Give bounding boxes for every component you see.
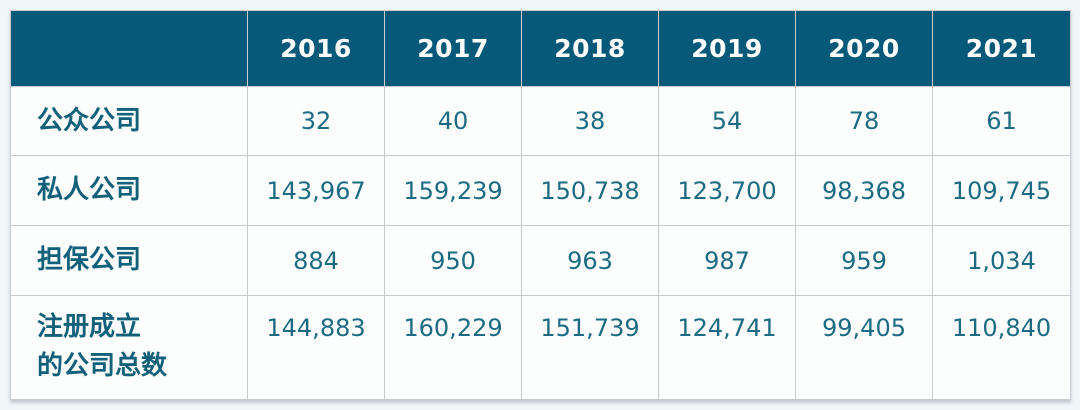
data-cell: 950 bbox=[384, 225, 522, 296]
data-cell: 150,738 bbox=[521, 155, 659, 226]
data-cell: 124,741 bbox=[658, 295, 796, 400]
data-cell: 159,239 bbox=[384, 155, 522, 226]
table-row-guarantee-companies: 担保公司 884 950 963 987 959 1,034 bbox=[10, 225, 1071, 296]
data-cell: 99,405 bbox=[795, 295, 933, 400]
year-header-2021: 2021 bbox=[932, 10, 1071, 87]
header-row: 2016 2017 2018 2019 2020 2021 bbox=[10, 10, 1071, 87]
data-cell: 1,034 bbox=[932, 225, 1071, 296]
row-label-private-companies: 私人公司 bbox=[10, 155, 248, 226]
data-cell: 110,840 bbox=[932, 295, 1071, 400]
data-cell: 160,229 bbox=[384, 295, 522, 400]
row-label-public-companies: 公众公司 bbox=[10, 86, 248, 156]
year-header-2020: 2020 bbox=[795, 10, 933, 87]
year-header-2016: 2016 bbox=[247, 10, 385, 87]
data-cell: 61 bbox=[932, 86, 1071, 156]
table-row-public-companies: 公众公司 32 40 38 54 78 61 bbox=[10, 86, 1071, 156]
table-row-private-companies: 私人公司 143,967 159,239 150,738 123,700 98,… bbox=[10, 155, 1071, 226]
data-cell: 38 bbox=[521, 86, 659, 156]
company-registration-table: 2016 2017 2018 2019 2020 2021 公众公司 32 40… bbox=[10, 10, 1071, 400]
data-cell: 78 bbox=[795, 86, 933, 156]
corner-cell bbox=[10, 10, 248, 87]
data-cell: 123,700 bbox=[658, 155, 796, 226]
row-label-guarantee-companies: 担保公司 bbox=[10, 225, 248, 296]
year-header-2019: 2019 bbox=[658, 10, 796, 87]
data-cell: 54 bbox=[658, 86, 796, 156]
data-cell: 143,967 bbox=[247, 155, 385, 226]
table-row-total-incorporated: 注册成立 的公司总数 144,883 160,229 151,739 124,7… bbox=[10, 295, 1071, 400]
year-header-2017: 2017 bbox=[384, 10, 522, 87]
year-header-2018: 2018 bbox=[521, 10, 659, 87]
data-cell: 32 bbox=[247, 86, 385, 156]
data-cell: 963 bbox=[521, 225, 659, 296]
data-cell: 98,368 bbox=[795, 155, 933, 226]
row-label-total-incorporated: 注册成立 的公司总数 bbox=[10, 295, 248, 400]
data-cell: 144,883 bbox=[247, 295, 385, 400]
data-cell: 884 bbox=[247, 225, 385, 296]
data-cell: 151,739 bbox=[521, 295, 659, 400]
data-cell: 40 bbox=[384, 86, 522, 156]
data-cell: 109,745 bbox=[932, 155, 1071, 226]
data-cell: 959 bbox=[795, 225, 933, 296]
data-cell: 987 bbox=[658, 225, 796, 296]
